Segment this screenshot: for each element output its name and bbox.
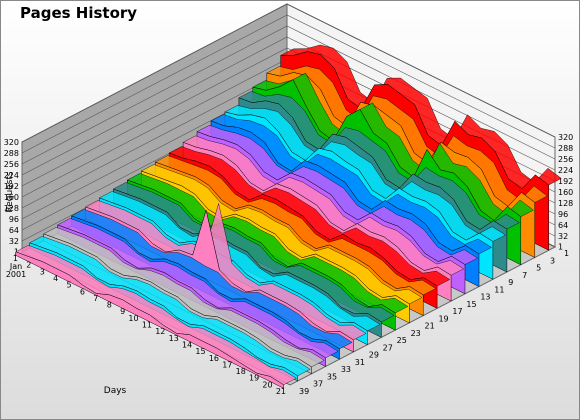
y-tick-label: 96	[9, 215, 19, 224]
x-tick-label: 3	[40, 267, 45, 276]
x-tick-label: 12	[155, 327, 165, 336]
y-tick-label: 224	[558, 166, 573, 175]
plot-area: 1132326464969612812816016019219222422425…	[4, 3, 573, 396]
x-tick-label: 15	[195, 347, 205, 356]
series-label: 23	[411, 329, 421, 338]
series-label: 5	[536, 264, 541, 273]
series-label: 17	[452, 307, 462, 316]
x-tick-label: 19	[249, 374, 259, 383]
x-tick-label: 1	[13, 254, 18, 263]
y-tick-label: 64	[9, 226, 19, 235]
x-tick-label: 16	[209, 354, 219, 363]
x-tick-label: 11	[142, 321, 152, 330]
y-tick-label: 320	[4, 138, 19, 147]
series-label: 21	[425, 322, 435, 331]
series-label: 31	[355, 358, 365, 367]
x-tick-label: 18	[236, 367, 246, 376]
series-label: 27	[383, 343, 393, 352]
y-tick-label: 128	[558, 199, 573, 208]
chart-title: Pages History	[20, 4, 137, 22]
series-label: 13	[480, 293, 490, 302]
x-axis-title: Days	[104, 386, 127, 396]
y-axis-title: Requests	[5, 171, 15, 213]
series-label: 19	[438, 314, 448, 323]
x-tick-label: 21	[276, 387, 286, 396]
y-tick-label: 224	[4, 171, 19, 180]
y-tick-label: 160	[558, 188, 573, 197]
y-tick-label: 64	[558, 221, 568, 230]
x-tick-sublabel: 2001	[6, 270, 26, 279]
series-label: 39	[299, 387, 309, 396]
series-label: 15	[466, 300, 476, 309]
y-tick-label: 96	[558, 210, 568, 219]
series-label: 25	[397, 336, 407, 345]
y-tick-label: 192	[558, 177, 573, 186]
x-tick-sublabel: Jan	[9, 262, 22, 271]
y-tick-label: 32	[558, 232, 568, 241]
series-label: 3	[550, 256, 555, 265]
ribbon	[15, 251, 284, 389]
x-tick-label: 14	[182, 340, 192, 349]
y-tick-label: 128	[4, 204, 19, 213]
x-tick-label: 13	[169, 334, 179, 343]
y-tick-label: 160	[4, 193, 19, 202]
x-tick-label: 9	[120, 307, 125, 316]
series-label: 9	[508, 278, 513, 287]
y-tick-label: 288	[4, 149, 19, 158]
series-label: 1	[564, 249, 569, 258]
series-label: 37	[313, 380, 323, 389]
series-label: 33	[341, 365, 351, 374]
grid-line	[21, 3, 556, 143]
x-tick-label: 20	[262, 380, 272, 389]
x-tick-label: 7	[93, 294, 98, 303]
x-tick-label: 2	[26, 261, 31, 270]
grid-line	[21, 14, 556, 154]
series-label: 7	[522, 271, 527, 280]
y-tick-label: 1	[558, 243, 563, 252]
x-tick-label: 17	[222, 360, 232, 369]
series-label: 35	[327, 372, 337, 381]
x-tick-label: 4	[53, 274, 58, 283]
y-tick-label: 320	[558, 133, 573, 142]
x-tick-label: 6	[80, 287, 85, 296]
x-tick-label: 5	[67, 281, 72, 290]
x-tick-label: 8	[107, 301, 112, 310]
x-tick-label: 10	[128, 314, 138, 323]
y-tick-label: 32	[9, 237, 19, 246]
grid-line	[21, 25, 556, 165]
y-tick-label: 256	[4, 160, 19, 169]
series-label: 11	[494, 285, 504, 294]
y-tick-label: 256	[558, 155, 573, 164]
series-label: 29	[369, 351, 379, 360]
y-tick-label: 288	[558, 144, 573, 153]
y-tick-label: 192	[4, 182, 19, 191]
